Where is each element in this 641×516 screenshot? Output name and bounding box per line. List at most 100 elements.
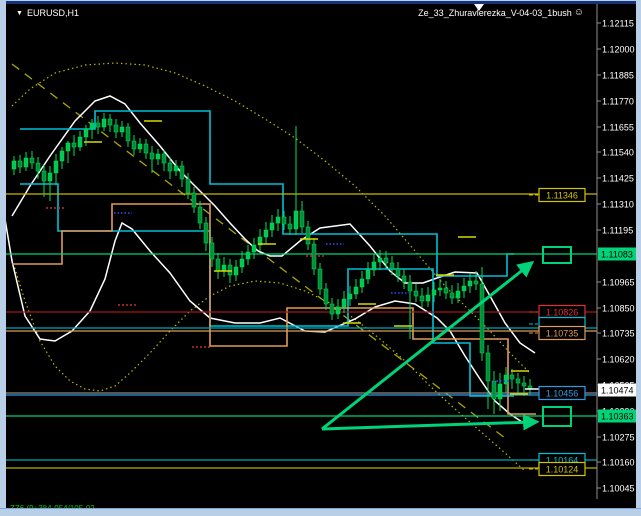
green-trend-arrow-1[interactable]: [321, 260, 535, 431]
candle-body: [179, 165, 185, 180]
candle-body: [317, 268, 323, 290]
candle-body: [11, 160, 17, 170]
axis-tick-label: 1.11655: [602, 123, 634, 133]
axis-tick-label: 1.11885: [602, 71, 634, 81]
axis-price-flag: [598, 409, 638, 423]
price-label-box: [538, 461, 586, 477]
candle-body: [401, 275, 407, 283]
window-frame-bottom: [0, 508, 641, 515]
candle-body: [293, 210, 299, 230]
candle-body: [407, 281, 413, 292]
candle-body: [191, 192, 197, 208]
candle-body: [227, 264, 233, 276]
candle-body: [437, 287, 443, 291]
green-trend-arrow-2[interactable]: [321, 414, 540, 431]
indicator-anchor-icon: [474, 4, 484, 11]
candle-body: [143, 143, 149, 154]
candle-body: [359, 278, 365, 288]
envelope-lower-dotted-line: [11, 258, 526, 472]
candle-body: [443, 287, 449, 294]
price-label-box: [538, 187, 586, 203]
candle-body: [29, 157, 35, 164]
axis-tick-label: 1.11770: [602, 97, 634, 107]
axis-price-flag: [598, 383, 638, 397]
price-label-text: 1.10124: [546, 465, 579, 475]
axis-tick-label: 1.10965: [602, 278, 635, 288]
axis-tick-label: 1.12000: [602, 45, 635, 55]
candle-body: [125, 126, 131, 142]
candle-body: [71, 142, 77, 148]
candle-body: [185, 178, 191, 194]
candle-body: [155, 153, 161, 160]
candle-body: [473, 280, 479, 285]
dropdown-triangle-icon: ▼: [16, 9, 23, 17]
candle-body: [419, 295, 425, 302]
trailing-stop-step-line: [12, 203, 536, 415]
candle-body: [83, 128, 89, 138]
candle-body: [23, 157, 29, 168]
candle-body: [479, 283, 485, 354]
candle-body: [95, 122, 101, 128]
candle-body: [167, 162, 173, 172]
price-label-text: 1.11346: [546, 191, 578, 201]
candle-body: [269, 222, 275, 231]
candle-body: [431, 289, 437, 296]
axis-tick-label: 1.12115: [602, 19, 634, 29]
price-label-text: 1.10735: [546, 329, 579, 339]
axis-price-flag-text: 1.10363: [601, 412, 634, 422]
smiley-icon: ☺: [573, 7, 584, 18]
candle-body: [335, 306, 341, 315]
candle-body: [209, 242, 215, 260]
candle-body: [449, 292, 455, 299]
candle-body: [221, 264, 227, 272]
candle-body: [383, 257, 389, 264]
candle-body: [17, 160, 23, 168]
axis-tick-label: 1.10275: [602, 433, 635, 443]
candle-body: [197, 206, 203, 224]
candle-body: [503, 374, 509, 385]
candle-body: [323, 288, 329, 305]
envelope-upper-dotted-line: [11, 62, 531, 374]
candle-body: [257, 236, 263, 246]
candle-body: [353, 286, 359, 295]
candle-body: [263, 229, 269, 238]
symbol-title-label: EURUSD,H1: [26, 8, 79, 18]
green-target-box-2[interactable]: [542, 406, 572, 427]
window-frame-left: [0, 0, 6, 515]
candle-body: [281, 216, 287, 225]
symbol-selector[interactable]: ▼ EURUSD,H1: [16, 8, 79, 18]
price-label-box: [538, 385, 586, 401]
candle-body: [461, 285, 467, 292]
price-label-text: 1.10826: [546, 308, 579, 318]
indicator-name-label: Ze_33_Zhuravlerezka_V-04-03_1bush: [418, 8, 572, 18]
candle-body: [35, 162, 41, 172]
candle-body: [329, 303, 335, 315]
axis-tick-label: 1.10620: [602, 355, 635, 365]
axis-tick-label: 1.10045: [602, 484, 635, 494]
candle-body: [365, 269, 371, 280]
candle-body: [107, 118, 113, 126]
axis-price-flag: [598, 247, 638, 261]
candle-body: [395, 268, 401, 277]
candle-body: [203, 222, 209, 244]
axis-tick-label: 1.10160: [602, 458, 635, 468]
candle-body: [41, 170, 47, 182]
candle-body: [89, 122, 95, 130]
bollinger-upper-band-line: [11, 95, 536, 354]
candle-body: [377, 257, 383, 263]
candle-body: [509, 374, 515, 380]
channel-upper-step-line: [20, 110, 514, 277]
candle-body: [515, 378, 521, 384]
candle-body: [59, 150, 65, 162]
green-target-box-1[interactable]: [542, 246, 572, 264]
axis-tick-label: 1.10850: [602, 304, 635, 314]
axis-tick-label: 1.10735: [602, 329, 635, 339]
candle-body: [239, 258, 245, 268]
candle-body: [53, 160, 59, 174]
axis-price-flag-text: 1.11083: [601, 250, 633, 260]
axis-tick-label: 1.11195: [602, 226, 633, 236]
price-label-box: [538, 325, 586, 341]
candle-body: [245, 251, 251, 260]
candle-body: [305, 226, 311, 245]
